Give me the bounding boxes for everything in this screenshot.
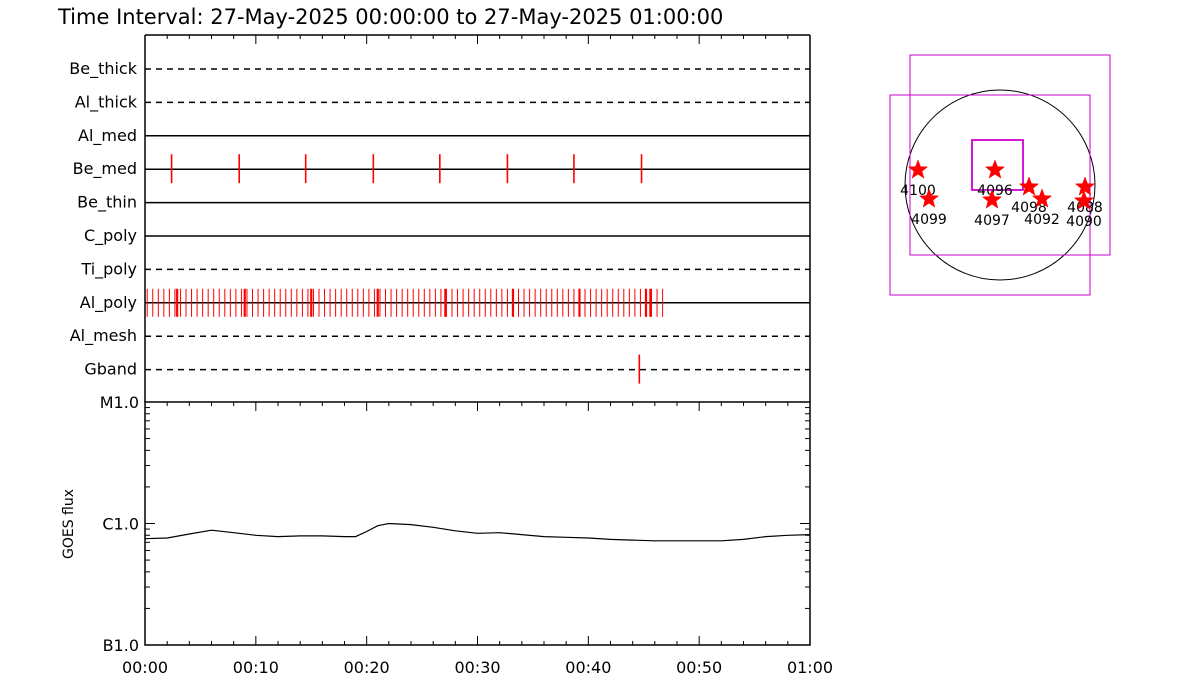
channel-label: Al_poly bbox=[80, 293, 137, 313]
solar-disk bbox=[904, 89, 1096, 281]
goes-x-tick-label: 00:40 bbox=[565, 658, 611, 677]
channel-label: C_poly bbox=[84, 226, 137, 246]
active-region-star bbox=[918, 188, 940, 208]
chart-title: Time Interval: 27-May-2025 00:00:00 to 2… bbox=[57, 5, 723, 29]
active-region-star bbox=[1073, 190, 1095, 210]
channel-label: Al_thick bbox=[75, 92, 138, 112]
goes-x-tick-label: 00:50 bbox=[676, 658, 722, 677]
active-region-star bbox=[1018, 176, 1040, 196]
active-region-star bbox=[1031, 188, 1053, 208]
fov-box bbox=[889, 94, 1091, 296]
channel-label: Gband bbox=[84, 360, 137, 379]
goes-flux-line bbox=[144, 522, 811, 542]
channel-label: Be_thin bbox=[77, 193, 137, 213]
goes-x-tick-label: 00:00 bbox=[122, 658, 168, 677]
goes-x-tick-label: 00:30 bbox=[454, 658, 500, 677]
goes-frame bbox=[144, 401, 811, 646]
fov-box bbox=[971, 139, 1024, 191]
active-region-label: 4092 bbox=[1024, 212, 1060, 228]
active-region-label: 4097 bbox=[974, 213, 1010, 229]
goes-y-tick-label: M1.0 bbox=[100, 393, 139, 412]
active-region-label: 4099 bbox=[911, 212, 947, 228]
active-region-label: 4088 bbox=[1067, 200, 1103, 216]
fov-box bbox=[909, 54, 1111, 256]
goes-y-tick-label: C1.0 bbox=[102, 515, 139, 534]
timeline-panel: Be_thick Al_thick Al_med Be_med Be_thin C_pol… bbox=[69, 34, 811, 402]
active-region-star bbox=[981, 189, 1003, 209]
goes-panel: B1.0 C1.0 M1.0 00:00 00:10 00:20 00:30 00:40 00:… bbox=[61, 393, 833, 677]
goes-y-axis-label: GOES flux bbox=[61, 489, 77, 559]
goes-y-tick-label: B1.0 bbox=[103, 636, 139, 655]
channel-label: Al_med bbox=[78, 126, 137, 146]
channel-label: Be_med bbox=[73, 159, 137, 179]
channel-label: Al_mesh bbox=[70, 326, 137, 346]
goes-x-tick-label: 01:00 bbox=[787, 658, 833, 677]
active-region-label: 4096 bbox=[977, 183, 1013, 199]
active-region-label: 4090 bbox=[1066, 214, 1102, 230]
goes-x-tick-label: 00:20 bbox=[344, 658, 390, 677]
active-region-star bbox=[984, 159, 1006, 179]
active-region-star bbox=[907, 159, 929, 179]
goes-x-tick-label: 00:10 bbox=[233, 658, 279, 677]
channel-label: Ti_poly bbox=[80, 259, 137, 279]
active-region-star bbox=[1074, 176, 1096, 196]
channel-label: Be_thick bbox=[69, 59, 137, 79]
